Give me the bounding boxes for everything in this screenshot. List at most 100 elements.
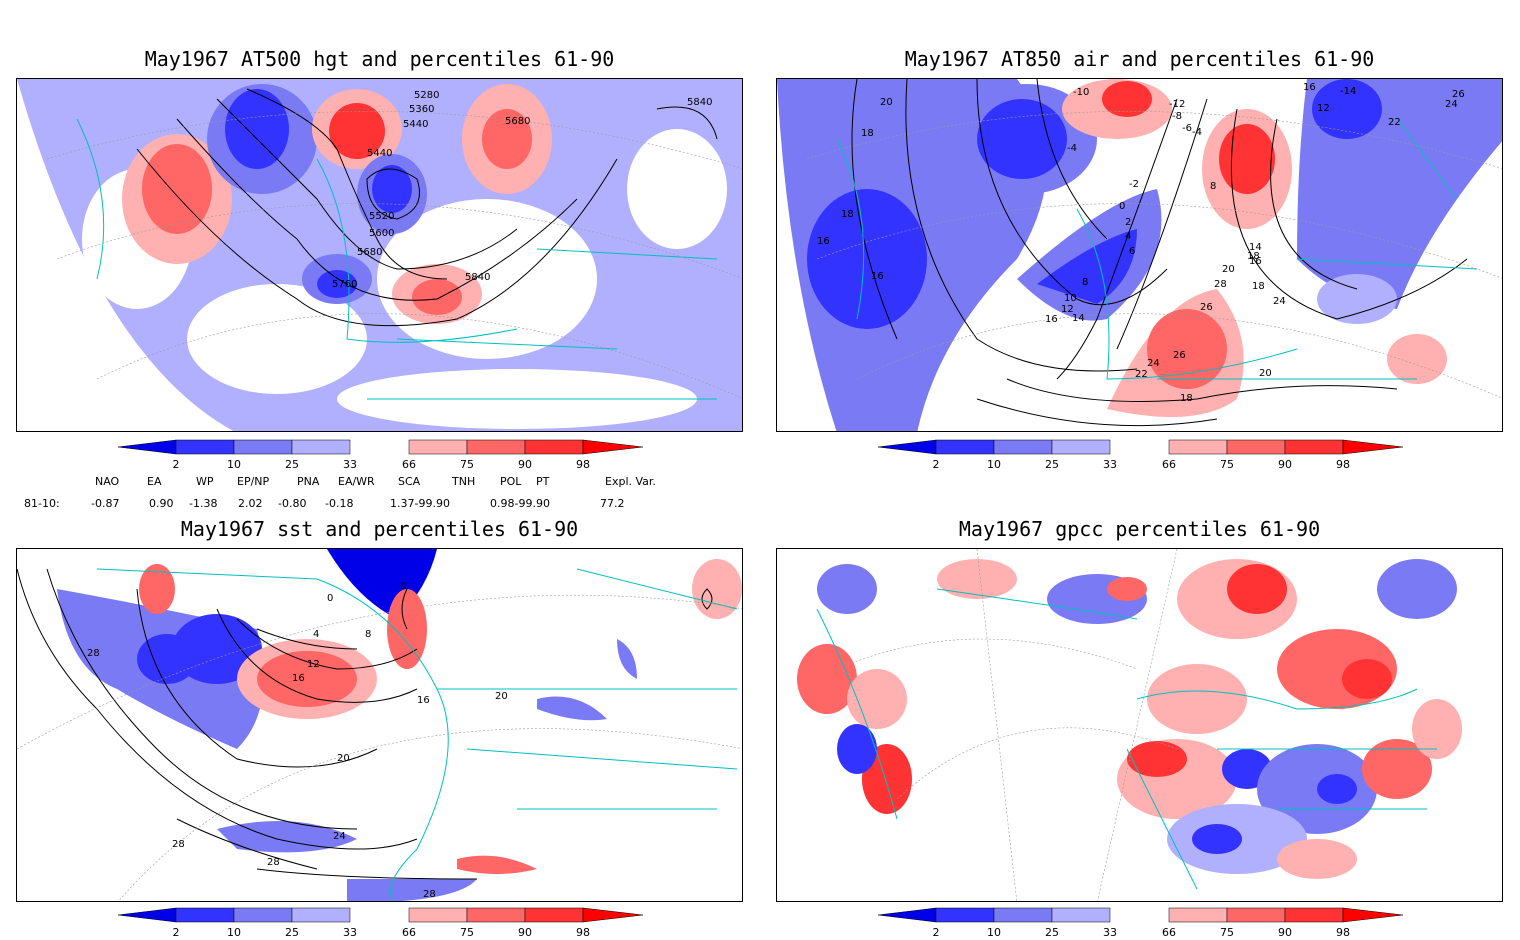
index-value: 0.90 xyxy=(149,497,174,510)
index-row-label: 81-10: xyxy=(24,497,60,510)
colorbar-tick-label: 75 xyxy=(460,926,474,939)
colorbar-tick-label: 90 xyxy=(1278,926,1292,939)
contour-label: 18 xyxy=(1252,281,1265,292)
colorbar-tick-label: 66 xyxy=(402,926,416,939)
index-header: POL xyxy=(500,475,522,488)
contour-label: 8 xyxy=(1082,277,1088,288)
anomaly-fill-blue xyxy=(347,879,477,901)
anomaly-fill-red xyxy=(142,144,212,234)
anomaly-fill-light-blue xyxy=(1317,274,1397,324)
neutral-area xyxy=(627,129,727,249)
map-panel-air850: 20 18 -10 -12 -8 -6 -4 16 -14 12 26 24 2… xyxy=(776,78,1503,432)
colorbar-tick-label: 33 xyxy=(343,926,357,939)
anomaly-fill-red xyxy=(1147,309,1227,389)
colorbar-segment xyxy=(408,907,468,923)
contour-label: 26 xyxy=(1173,350,1186,361)
colorbar-tick-label: 25 xyxy=(285,458,299,471)
contour-label: 5680 xyxy=(505,116,530,127)
colorbar-tick-label: 2 xyxy=(933,458,940,471)
anomaly-fill-blue xyxy=(537,696,607,721)
contour-label: 5760 xyxy=(332,279,357,290)
anomaly-fill-red xyxy=(1102,81,1152,117)
colorbar-segment xyxy=(466,907,526,923)
contour-label: 28 xyxy=(1214,279,1227,290)
contour-label: 18 xyxy=(1180,393,1193,404)
colorbar-segment xyxy=(582,439,644,455)
temperature-contour-labels: 20 18 -10 -12 -8 -6 -4 16 -14 12 26 24 2… xyxy=(817,82,1465,404)
contour-label: 24 xyxy=(1273,296,1286,307)
contour-label: 0 xyxy=(400,581,406,592)
colorbar-tick-label: 10 xyxy=(227,926,241,939)
colorbar-tick-label: 98 xyxy=(576,926,590,939)
colorbar-segment xyxy=(1342,907,1404,923)
colorbar-air850: 2 10 25 33 66 75 90 98 xyxy=(877,439,1404,472)
contour-label: 5360 xyxy=(409,104,434,115)
colorbar-tick-label: 75 xyxy=(460,458,474,471)
colorbar-segment xyxy=(1342,439,1404,455)
coastlines xyxy=(96,568,738,901)
contour-label: 0 xyxy=(327,593,333,604)
panel-title-gpcc: May1967 gpcc percentiles 61-90 xyxy=(958,517,1321,541)
colorbar-tick-label: 2 xyxy=(173,926,180,939)
anomaly-fill-red xyxy=(412,279,462,315)
index-value: 77.2 xyxy=(600,497,625,510)
contour-label: 28 xyxy=(87,648,100,659)
contour-label: 20 xyxy=(337,753,350,764)
contour-label: 18 xyxy=(1247,251,1260,262)
index-value: 2.02 xyxy=(238,497,263,510)
colorbar-segment xyxy=(582,907,644,923)
index-header: PT xyxy=(536,475,550,488)
index-header: EP/NP xyxy=(237,475,270,488)
contour-label: -4 xyxy=(1067,143,1077,154)
contour-label: -6 xyxy=(1182,123,1192,134)
colorbar-tick-label: 90 xyxy=(518,458,532,471)
map-gpcc xyxy=(777,549,1502,901)
contour-label: 10 xyxy=(1064,293,1077,304)
colorbar-tick-label: 90 xyxy=(1278,458,1292,471)
anomaly-fill-red xyxy=(257,651,357,707)
contour-label: 5600 xyxy=(369,228,394,239)
panel-title-air850: May1967 AT850 air and percentiles 61-90 xyxy=(904,47,1375,71)
contour-label: 20 xyxy=(1222,264,1235,275)
colorbar-sst: 2 10 25 33 66 75 90 98 xyxy=(117,907,644,940)
index-header: PNA xyxy=(297,475,320,488)
contour-label: -14 xyxy=(1340,86,1356,97)
map-air850: 20 18 -10 -12 -8 -6 -4 16 -14 12 26 24 2… xyxy=(777,79,1502,431)
map-panel-sst: 0 0 4 8 12 16 16 20 20 24 28 28 28 28 xyxy=(16,548,743,902)
colorbar-segment xyxy=(466,439,526,455)
contour-label: -2 xyxy=(1129,179,1139,190)
contour-label: 20 xyxy=(1259,368,1272,379)
colorbar-segment xyxy=(1226,439,1286,455)
colorbar-segment xyxy=(117,439,177,455)
contour-label: 26 xyxy=(1200,302,1213,313)
index-value: 0.98-99.90 xyxy=(490,497,550,510)
contour-label: 18 xyxy=(841,209,854,220)
contour-label: 22 xyxy=(1388,117,1401,128)
colorbar-segment xyxy=(408,439,468,455)
map-panel-gpcc xyxy=(776,548,1503,902)
colorbar-tick-label: 2 xyxy=(173,458,180,471)
anomaly-fill-pink xyxy=(692,559,742,619)
colorbar-tick-label: 90 xyxy=(518,926,532,939)
teleconnection-index-table: NAO EA WP EP/NP PNA EA/WR SCA TNH POL PT… xyxy=(24,475,724,511)
colorbar-tick-label: 25 xyxy=(1045,458,1059,471)
contour-label: 2 xyxy=(1125,217,1131,228)
contour-label: 24 xyxy=(1445,99,1458,110)
anomaly-fill-blue xyxy=(617,639,637,679)
colorbar-tick-label: 66 xyxy=(402,458,416,471)
colorbar-tick-label: 66 xyxy=(1162,458,1176,471)
hgt-contour-labels: 5280 5360 5440 5680 5440 5520 5600 5680 … xyxy=(332,90,712,290)
contour-label: 5440 xyxy=(403,119,428,130)
colorbar-segment xyxy=(993,907,1053,923)
contour-label: -4 xyxy=(1192,127,1202,138)
colorbar-hgt500: 2 10 25 33 66 75 90 98 xyxy=(117,439,644,472)
contour-label: 28 xyxy=(267,857,280,868)
contour-label: 5520 xyxy=(369,211,394,222)
contour-label: 8 xyxy=(1210,181,1216,192)
colorbar-segment xyxy=(1051,439,1111,455)
contour-label: 16 xyxy=(417,695,430,706)
colorbar-tick-label: 98 xyxy=(1336,458,1350,471)
colorbar-tick-label: 98 xyxy=(1336,926,1350,939)
index-value: -0.18 xyxy=(325,497,354,510)
colorbar-gpcc: 2 10 25 33 66 75 90 98 xyxy=(877,907,1404,940)
